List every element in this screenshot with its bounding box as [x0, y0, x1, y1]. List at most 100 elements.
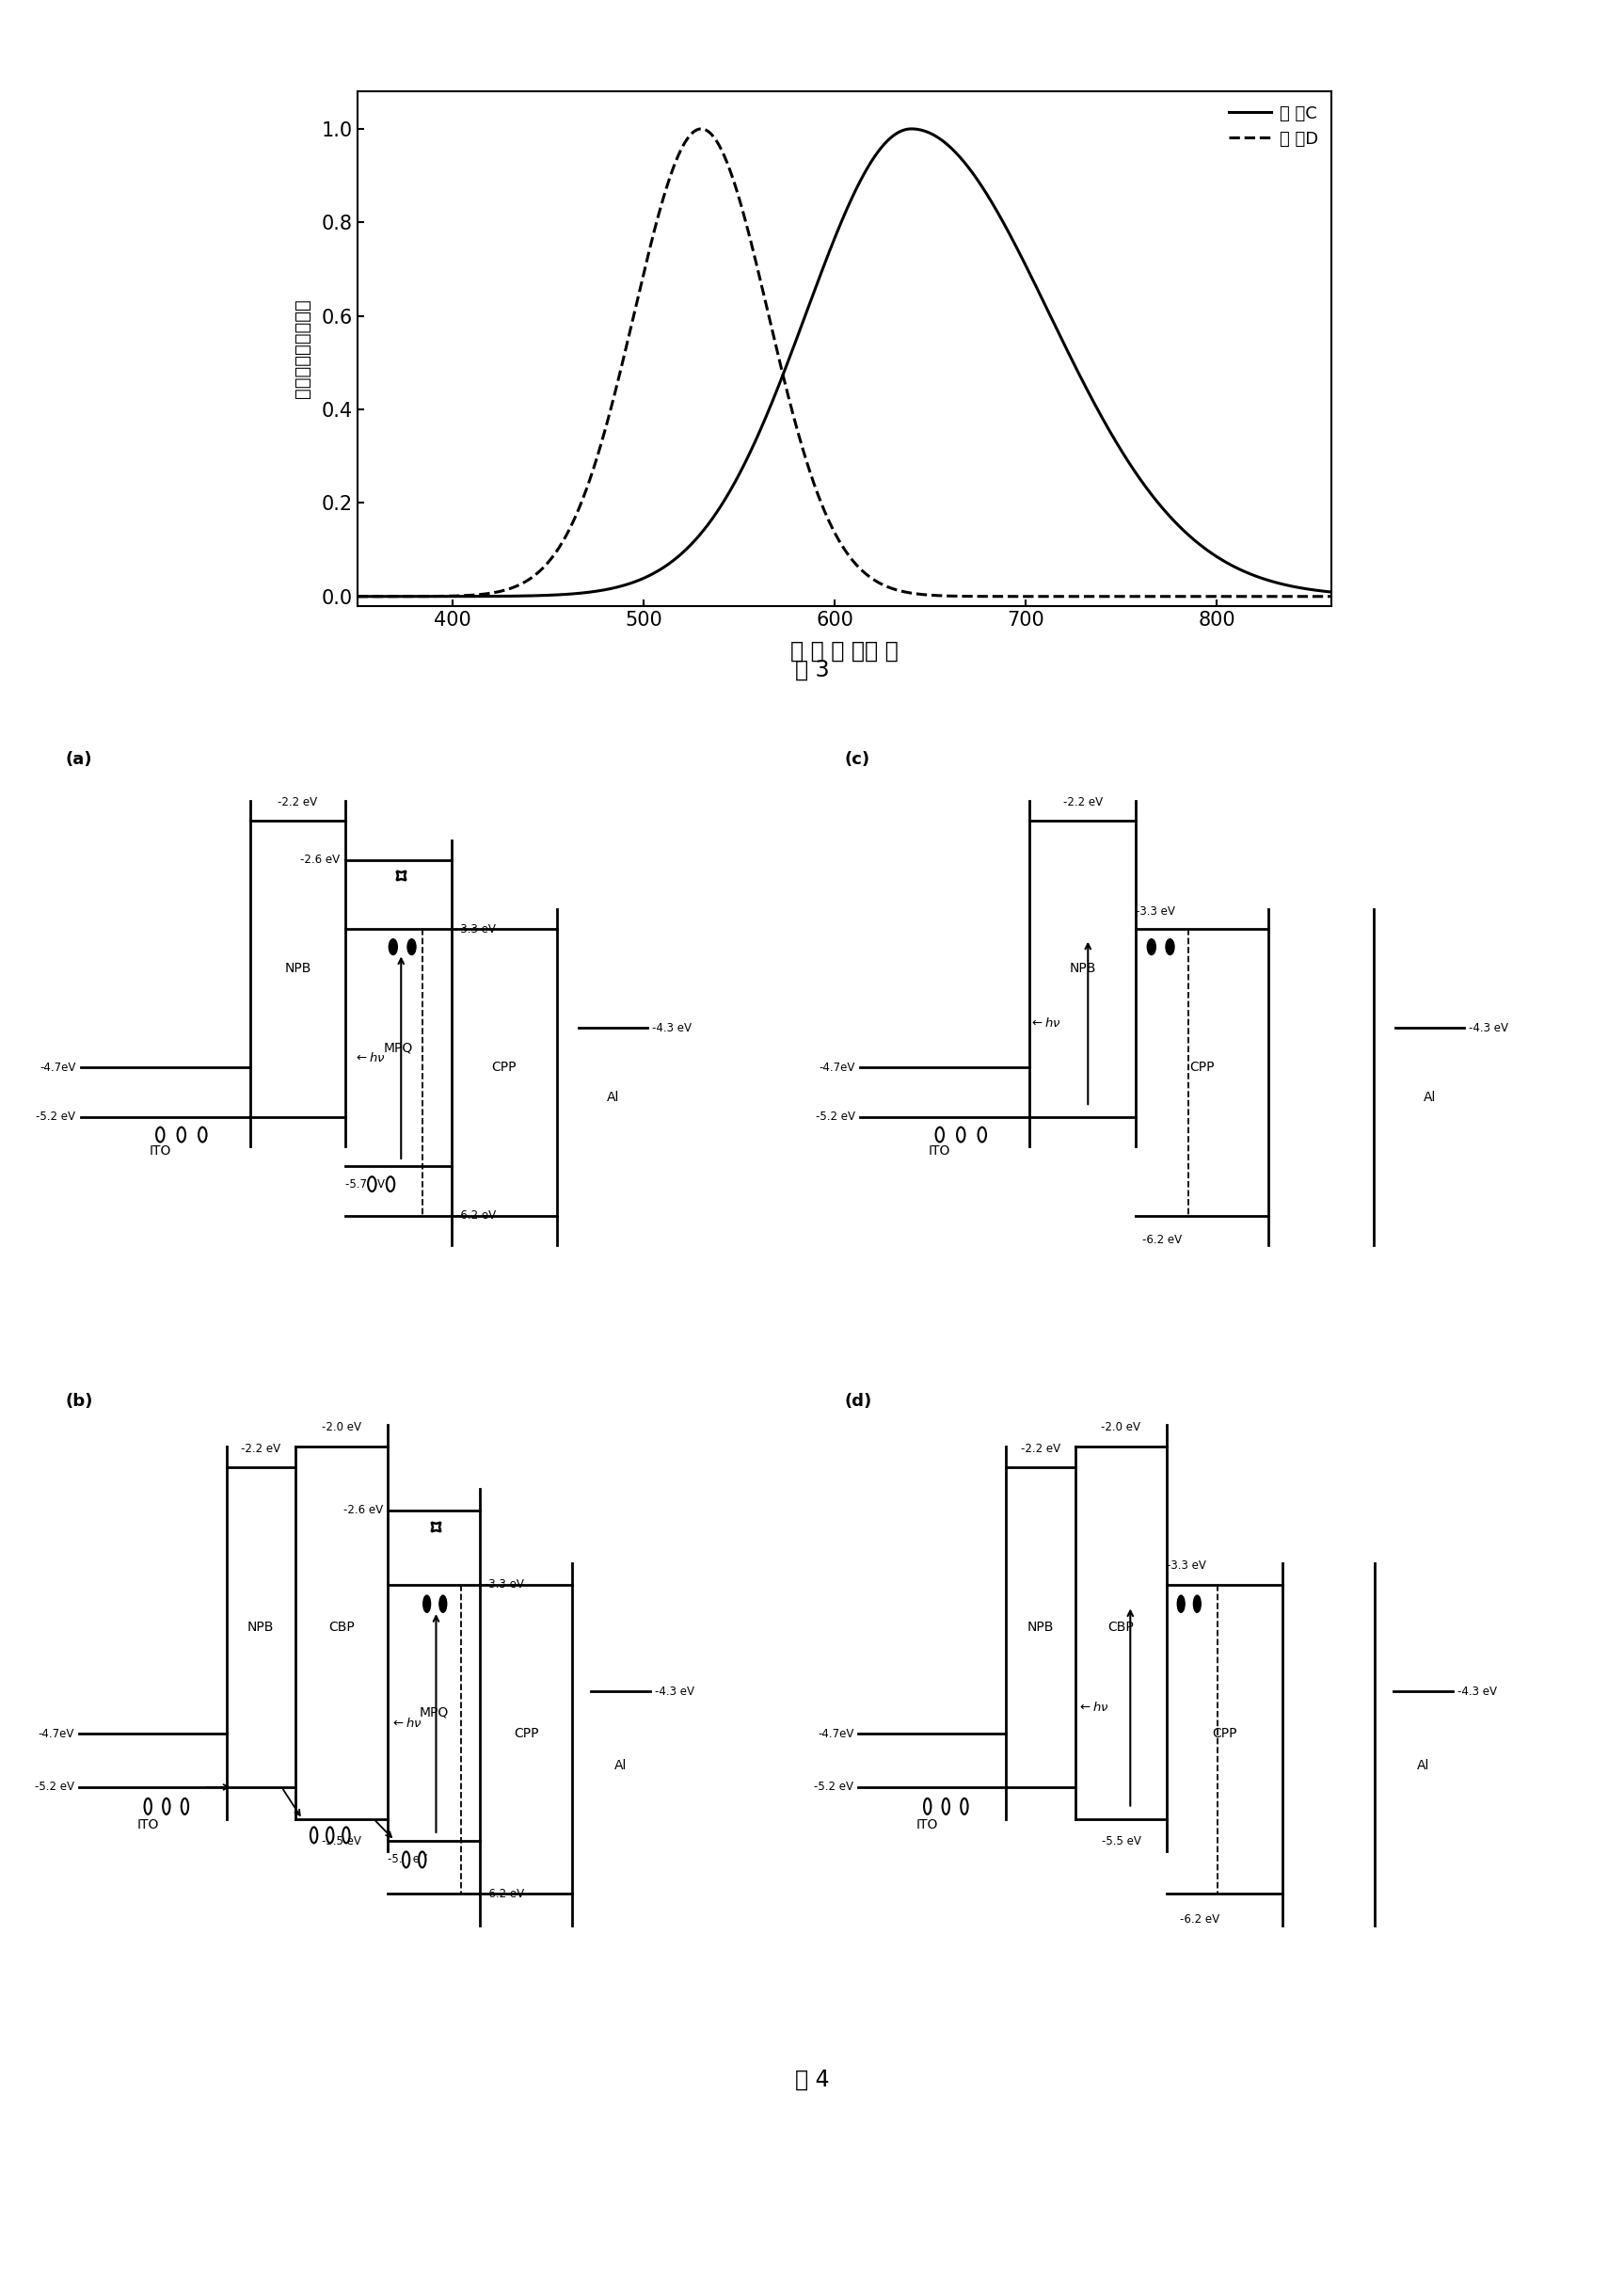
Text: -3.3 eV: -3.3 eV [484, 1580, 525, 1591]
Text: -2.6 eV: -2.6 eV [343, 1504, 383, 1516]
器 件D [796, 446, 815, 473]
Text: -5.2 eV: -5.2 eV [34, 1781, 75, 1792]
Text: 图 4: 图 4 [794, 2069, 830, 2092]
Text: $\leftarrow h\nu$: $\leftarrow h\nu$ [354, 1052, 385, 1065]
Circle shape [156, 1127, 164, 1143]
Legend: 器 件C, 器 件D: 器 件C, 器 件D [1223, 101, 1324, 153]
Circle shape [1166, 940, 1174, 956]
Text: MPQ: MPQ [383, 1040, 412, 1054]
Text: Al: Al [1416, 1760, 1429, 1772]
器 件D [692, 114, 711, 142]
器 件C [1294, 574, 1314, 601]
器 件C [1116, 443, 1135, 471]
Text: -5.5 eV: -5.5 eV [1101, 1836, 1140, 1847]
器 件C [1294, 574, 1314, 601]
Text: MPQ: MPQ [419, 1705, 448, 1719]
X-axis label: 波 长 （ 纳米 ）: 波 长 （ 纳米 ） [791, 640, 898, 663]
器 件D [1294, 583, 1314, 610]
器 件D [398, 583, 417, 610]
Text: -3.3 eV: -3.3 eV [1135, 905, 1176, 917]
Text: (b): (b) [65, 1392, 93, 1410]
Text: -5.7 eV: -5.7 eV [388, 1854, 427, 1865]
Text: -2.2 eV: -2.2 eV [278, 796, 318, 809]
Text: CPP: CPP [1213, 1728, 1237, 1740]
Text: $\leftarrow h\nu$: $\leftarrow h\nu$ [390, 1717, 422, 1731]
器 件C [1322, 578, 1341, 606]
Circle shape [162, 1799, 171, 1815]
Text: (a): (a) [65, 752, 93, 768]
Text: -3.3 eV: -3.3 eV [1168, 1559, 1207, 1573]
Text: Al: Al [614, 1760, 627, 1772]
Text: -6.2 eV: -6.2 eV [484, 1888, 525, 1900]
Text: -4.3 eV: -4.3 eV [654, 1685, 695, 1698]
Text: -4.3 eV: -4.3 eV [1470, 1022, 1509, 1033]
Circle shape [408, 940, 416, 956]
Text: CBP: CBP [328, 1621, 354, 1634]
Circle shape [957, 1127, 965, 1143]
Text: Al: Al [606, 1090, 619, 1104]
Circle shape [419, 1852, 425, 1868]
Text: -5.5 eV: -5.5 eV [322, 1836, 361, 1847]
器 件D [1322, 583, 1341, 610]
Text: -2.0 eV: -2.0 eV [322, 1422, 361, 1433]
Text: CPP: CPP [1189, 1061, 1215, 1074]
器 件D [348, 583, 367, 610]
Circle shape [978, 1127, 986, 1143]
Text: -2.0 eV: -2.0 eV [1101, 1422, 1140, 1433]
Text: ITO: ITO [136, 1817, 159, 1831]
Text: ITO: ITO [149, 1145, 171, 1159]
Text: Al: Al [1423, 1090, 1436, 1104]
Text: -2.6 eV: -2.6 eV [300, 855, 339, 866]
Circle shape [1177, 1596, 1184, 1612]
Text: -2.2 eV: -2.2 eV [240, 1442, 281, 1454]
Text: ITO: ITO [929, 1145, 950, 1159]
Y-axis label: 光强度（任意单位）: 光强度（任意单位） [292, 299, 310, 398]
器 件D [1116, 583, 1135, 610]
Circle shape [182, 1799, 188, 1815]
Text: -4.3 eV: -4.3 eV [1458, 1685, 1497, 1698]
器 件C [796, 302, 815, 329]
Text: -5.2 eV: -5.2 eV [814, 1781, 854, 1792]
Text: -5.7 eV: -5.7 eV [346, 1177, 385, 1191]
Text: $\leftarrow h\nu$: $\leftarrow h\nu$ [1030, 1017, 1062, 1029]
Text: NPB: NPB [1069, 962, 1096, 976]
Text: -6.2 eV: -6.2 eV [456, 1209, 497, 1221]
Circle shape [942, 1799, 950, 1815]
Circle shape [961, 1799, 968, 1815]
器 件C [398, 583, 417, 610]
Text: (d): (d) [844, 1392, 872, 1410]
Text: -5.2 eV: -5.2 eV [815, 1111, 856, 1122]
Text: (c): (c) [844, 752, 870, 768]
Text: NPB: NPB [1026, 1621, 1054, 1634]
Text: -3.3 eV: -3.3 eV [456, 924, 495, 935]
器 件C [348, 583, 367, 610]
Text: CPP: CPP [492, 1061, 516, 1074]
Text: 图 3: 图 3 [794, 658, 830, 681]
Circle shape [388, 940, 398, 956]
Text: -6.2 eV: -6.2 eV [1142, 1234, 1182, 1246]
Text: -4.7eV: -4.7eV [818, 1061, 856, 1074]
Text: ITO: ITO [916, 1817, 939, 1831]
Line: 器 件C: 器 件C [357, 128, 1332, 597]
Text: -6.2 eV: -6.2 eV [1179, 1913, 1220, 1925]
器 件C [822, 233, 841, 261]
Circle shape [310, 1827, 317, 1843]
Circle shape [1194, 1596, 1200, 1612]
Circle shape [924, 1799, 931, 1815]
Text: CBP: CBP [1108, 1621, 1134, 1634]
Text: NPB: NPB [247, 1621, 274, 1634]
Circle shape [935, 1127, 944, 1143]
Circle shape [424, 1596, 430, 1612]
Line: 器 件D: 器 件D [357, 128, 1332, 597]
Circle shape [326, 1827, 333, 1843]
Text: -4.7eV: -4.7eV [39, 1061, 76, 1074]
Text: -5.2 eV: -5.2 eV [36, 1111, 76, 1122]
Circle shape [1147, 940, 1156, 956]
器 件D [1294, 583, 1314, 610]
Circle shape [177, 1127, 185, 1143]
Circle shape [387, 1177, 395, 1191]
Circle shape [369, 1177, 375, 1191]
器 件D [822, 512, 841, 539]
Text: -4.7eV: -4.7eV [37, 1728, 75, 1740]
Text: CPP: CPP [513, 1728, 539, 1740]
